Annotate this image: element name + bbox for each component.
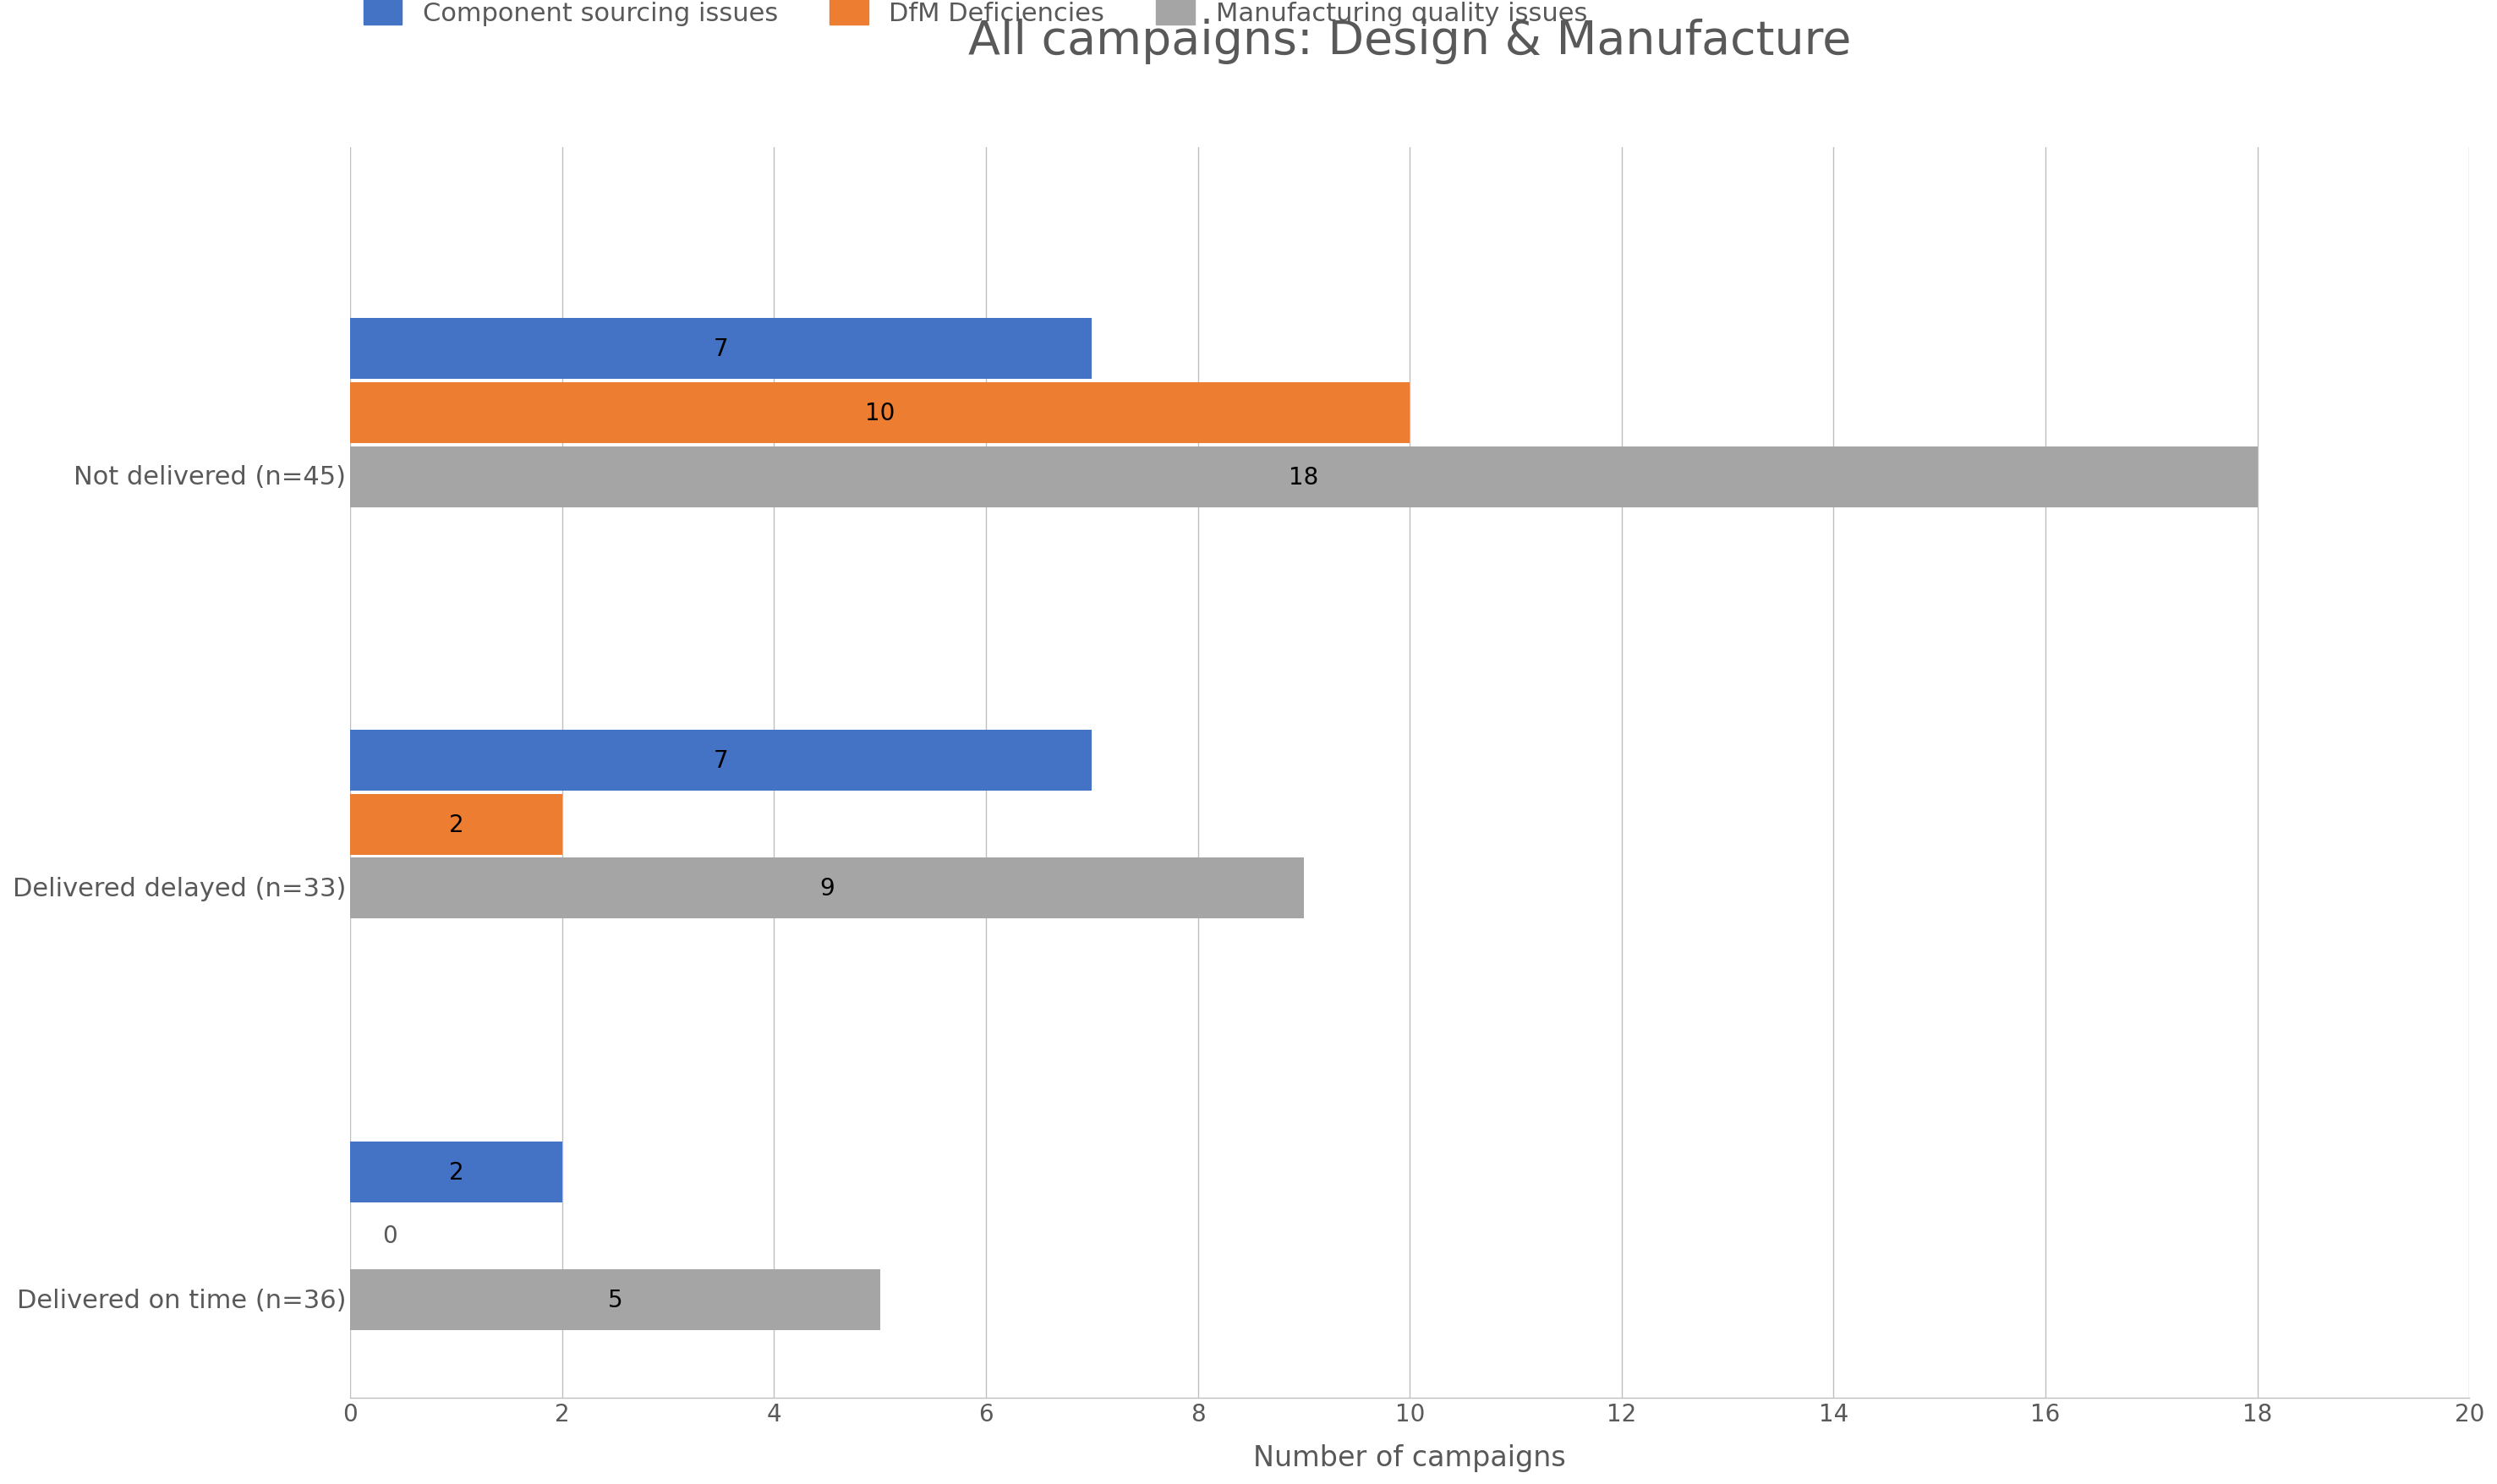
Bar [350,447,2257,508]
Bar [350,319,1091,380]
Text: 7: 7 [714,749,729,773]
Text: 18: 18 [1288,466,1318,490]
Bar [350,1141,562,1202]
Text: 2: 2 [449,1160,464,1184]
Text: 10: 10 [864,402,894,426]
Text: 0: 0 [382,1224,397,1248]
Text: 5: 5 [607,1288,622,1312]
Text: 7: 7 [714,337,729,361]
Text: 9: 9 [819,877,834,901]
Text: 2: 2 [449,813,464,837]
Bar [350,730,1091,791]
X-axis label: Number of campaigns: Number of campaigns [1253,1444,1566,1471]
Bar [350,858,1303,919]
Legend: Component sourcing issues, DfM Deficiencies, Manufacturing quality issues: Component sourcing issues, DfM Deficienc… [362,0,1588,25]
Bar [350,383,1411,444]
Bar [350,794,562,855]
Title: All campaigns: Design & Manufacture: All campaigns: Design & Manufacture [969,19,1850,65]
Bar [350,1269,879,1330]
